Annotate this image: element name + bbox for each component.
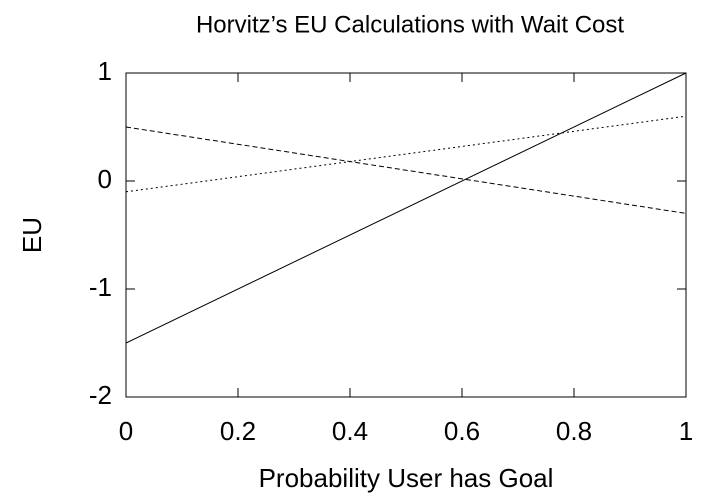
plot-frame: [125, 72, 687, 398]
x-axis-label: Probability User has Goal: [259, 463, 554, 493]
chart-title: Horvitz’s EU Calculations with Wait Cost: [196, 11, 624, 38]
line-series: [125, 72, 687, 344]
y-tick-label: -1: [89, 272, 112, 302]
x-tick-label: 1: [679, 416, 693, 446]
x-tick-label: 0.6: [444, 416, 480, 446]
x-tick-label: 0.2: [220, 416, 256, 446]
line-series: [125, 126, 687, 214]
x-tick-label: 0: [119, 416, 133, 446]
x-tick-label: 0.8: [556, 416, 592, 446]
y-tick-label: 0: [98, 164, 112, 194]
line-series: [125, 115, 687, 193]
y-tick-label: -2: [89, 380, 112, 410]
y-axis-label: EU: [17, 217, 47, 253]
x-tick-label: 0.4: [332, 416, 368, 446]
y-tick-label: 1: [98, 56, 112, 86]
